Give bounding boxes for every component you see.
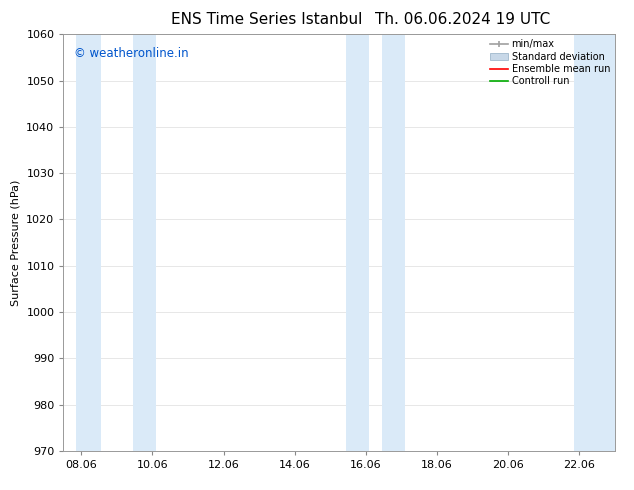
Y-axis label: Surface Pressure (hPa): Surface Pressure (hPa) [11,179,21,306]
Text: Th. 06.06.2024 19 UTC: Th. 06.06.2024 19 UTC [375,12,550,27]
Bar [574,34,619,451]
Text: © weatheronline.in: © weatheronline.in [74,47,189,60]
Text: ENS Time Series Istanbul: ENS Time Series Istanbul [171,12,362,27]
Bar [76,34,101,451]
Bar [133,34,156,451]
Bar [382,34,405,451]
Legend: min/max, Standard deviation, Ensemble mean run, Controll run: min/max, Standard deviation, Ensemble me… [488,37,612,88]
Bar [346,34,370,451]
